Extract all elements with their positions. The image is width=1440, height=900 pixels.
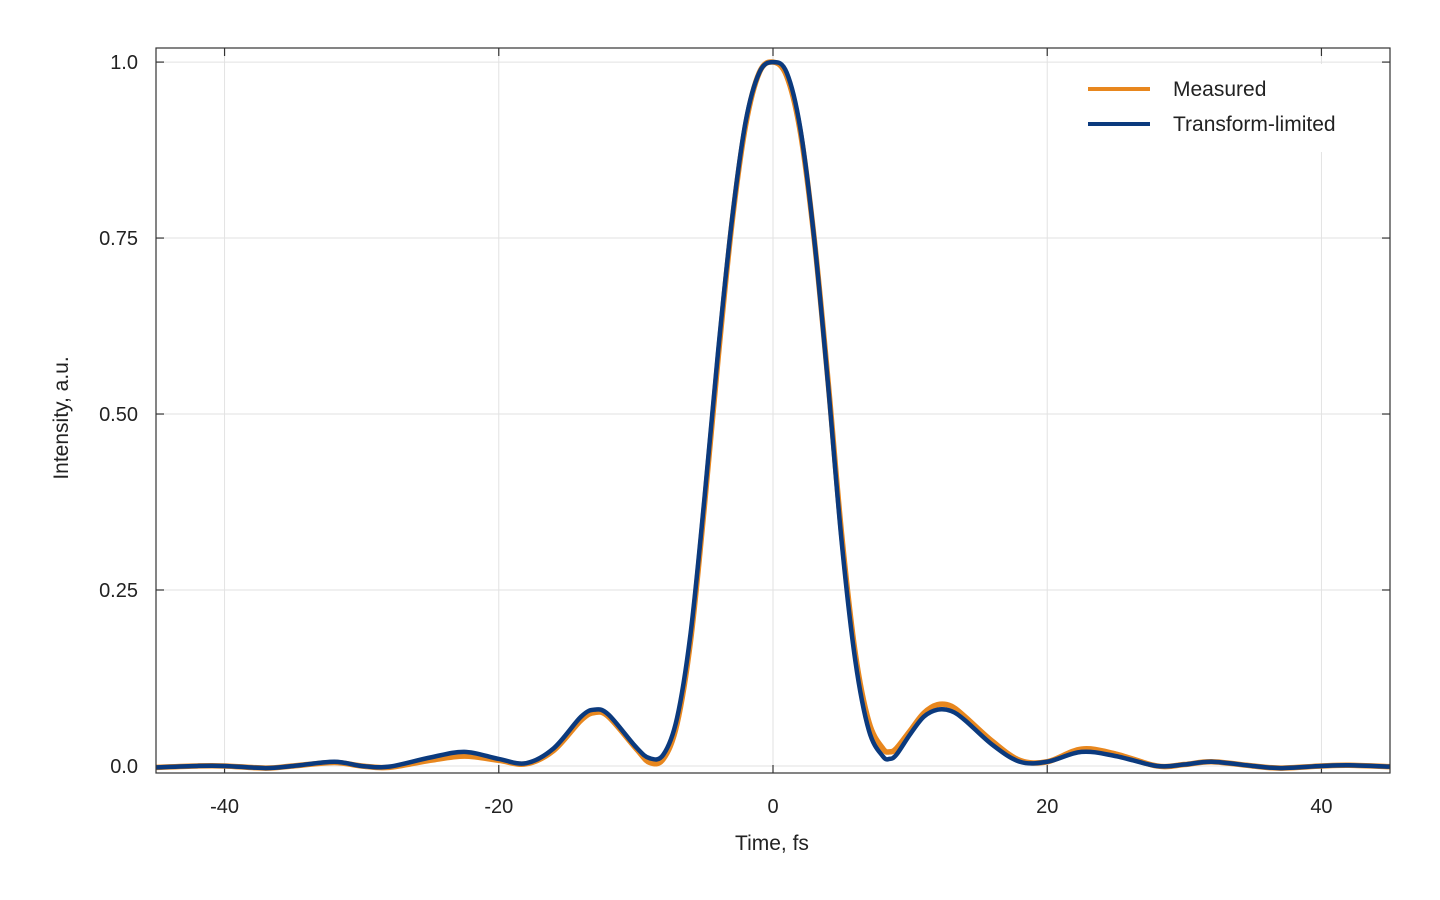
y-axis-label: Intensity, a.u. bbox=[50, 356, 73, 479]
legend-label-measured: Measured bbox=[1173, 78, 1266, 101]
x-tick-label: -20 bbox=[484, 796, 513, 818]
x-tick-label: 20 bbox=[1036, 796, 1058, 818]
x-tick-label: 0 bbox=[767, 796, 778, 818]
legend-label-transform-limited: Transform-limited bbox=[1173, 113, 1336, 136]
y-tick-label: 0.0 bbox=[110, 756, 138, 778]
tick-labels: -40 -20 0 20 40 0.0 0.25 0.50 0.75 1.0 bbox=[99, 52, 1333, 818]
y-tick-label: 0.25 bbox=[99, 580, 138, 602]
y-tick-label: 1.0 bbox=[110, 52, 138, 74]
legend-background bbox=[1068, 64, 1380, 152]
x-tick-label: -40 bbox=[210, 796, 239, 818]
y-tick-label: 0.75 bbox=[99, 228, 138, 250]
series-lines bbox=[156, 59, 1390, 771]
plot-frame bbox=[155, 47, 1391, 774]
series-line-transform-limited bbox=[156, 59, 1390, 771]
y-tick-label: 0.50 bbox=[99, 404, 138, 426]
x-axis-label: Time, fs bbox=[735, 832, 809, 855]
grid bbox=[156, 48, 1390, 773]
legend: Measured Transform-limited bbox=[1068, 64, 1380, 152]
x-tick-label: 40 bbox=[1310, 796, 1332, 818]
